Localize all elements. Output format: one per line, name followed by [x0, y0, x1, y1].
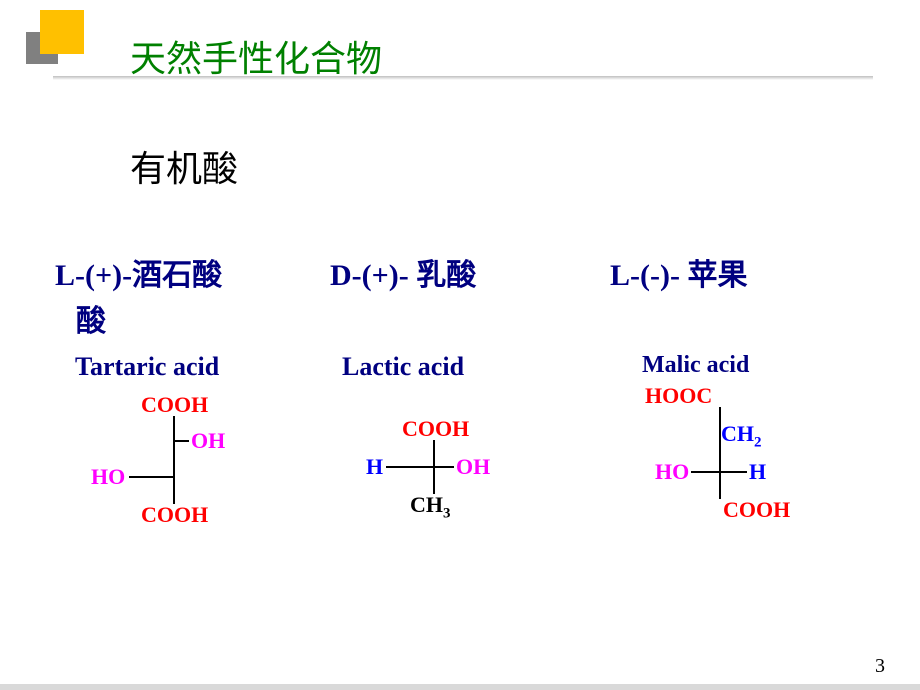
compound-en-name-tartaric: Tartaric acid: [75, 352, 219, 382]
atom-label: HOOC: [645, 385, 712, 407]
structure-malic: HOOC CH2 HO H COOH: [635, 385, 835, 555]
compound-cn-name-lactic: D-(+)- 乳酸: [330, 250, 476, 294]
slide-subtitle: 有机酸: [130, 140, 238, 192]
structure-lactic: COOHHOHCH3: [370, 418, 550, 548]
atom-label: COOH: [141, 504, 208, 526]
atom-label: H: [366, 456, 383, 478]
atom-label: HO: [655, 461, 689, 483]
atom-label: OH: [456, 456, 490, 478]
atom-label: OH: [191, 430, 225, 452]
page-number: 3: [875, 655, 885, 678]
slide-title: 天然手性化合物: [130, 30, 382, 82]
compound-cn-name-tartaric: L-(+)-酒石酸: [55, 250, 222, 294]
compound-en-name-lactic: Lactic acid: [342, 352, 464, 382]
compound-cn-name-cont-malic: 酸: [76, 296, 106, 340]
deco-front-square: [40, 10, 84, 54]
compound-en-name-malic: Malic acid: [642, 352, 749, 379]
bond-vertical: [173, 416, 175, 504]
structure-tartaric: COOHOHHOCOOH: [95, 394, 275, 554]
bond-horizontal: [691, 471, 747, 473]
corner-decoration: [26, 10, 96, 80]
atom-label: CH2: [721, 423, 762, 453]
bond-horizontal: [173, 440, 189, 442]
bond-horizontal: [386, 466, 454, 468]
atom-label: CH3: [410, 494, 451, 524]
atom-label: COOH: [141, 394, 208, 416]
atom-label: COOH: [723, 499, 790, 521]
bottom-strip: [0, 684, 920, 690]
compound-cn-name-malic: L-(-)- 苹果: [610, 250, 747, 294]
atom-label: COOH: [402, 418, 469, 440]
bond-horizontal: [129, 476, 173, 478]
atom-label: H: [749, 461, 766, 483]
atom-label: HO: [91, 466, 125, 488]
